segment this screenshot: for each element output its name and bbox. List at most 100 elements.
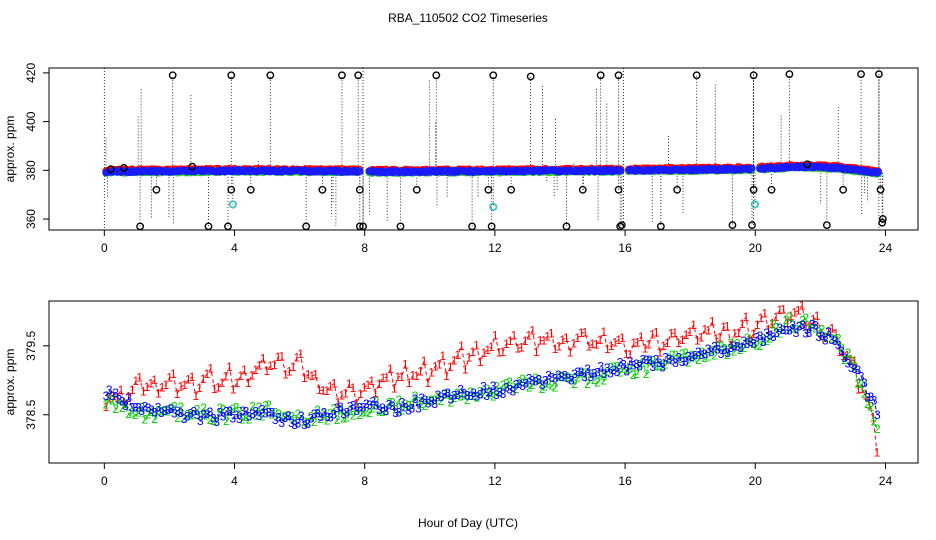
- bottom-series-2-point: 2: [187, 409, 194, 423]
- bottom-series-1-point: 1: [335, 396, 342, 410]
- bottom-series-2-point: 2: [851, 360, 858, 374]
- bottom-series-2-point: 2: [490, 390, 497, 404]
- bottom-series-2-point: 2: [278, 410, 285, 424]
- bottom-series-1-point: 1: [185, 373, 192, 387]
- bottom-series-2-point: 2: [184, 407, 191, 421]
- bottom-series-2-point: 2: [480, 387, 487, 401]
- bottom-series-1-point: 1: [750, 327, 757, 341]
- bottom-series-3-point: 3: [116, 393, 123, 407]
- bottom-series-3-point: 3: [125, 391, 132, 405]
- bottom-series-2-point: 2: [210, 414, 217, 428]
- bottom-series-2-point: 2: [519, 372, 526, 386]
- bottom-series-1-point: 1: [709, 315, 716, 329]
- top-xtick-label: 16: [618, 241, 632, 255]
- bottom-series-2-point: 2: [854, 377, 861, 391]
- top-outlier-point: [878, 215, 887, 223]
- bottom-series-3-point: 3: [555, 368, 562, 382]
- bottom-series-3-point: 3: [747, 335, 754, 349]
- bottom-series-1-point: 1: [312, 368, 319, 382]
- bottom-series-1-point: 1: [361, 380, 368, 394]
- bottom-series-1-point: 1: [207, 362, 214, 376]
- bottom-series-1-point: 1: [286, 364, 293, 378]
- bottom-series-1-point: 1: [477, 355, 484, 369]
- bottom-series-2-point: 2: [858, 377, 865, 391]
- bottom-series-3-point: 3: [304, 417, 311, 431]
- bottom-series-1-point: 1: [638, 330, 645, 344]
- bottom-series-1-point: 1: [342, 386, 349, 400]
- bottom-series-1-point: 1: [245, 376, 252, 390]
- bottom-series-1-line: [105, 304, 878, 453]
- top-xtick-label: 12: [488, 241, 502, 255]
- bottom-series-3-point: 3: [347, 399, 354, 413]
- bottom-series-3-point: 3: [620, 358, 627, 372]
- bottom-series-3-point: 3: [441, 387, 448, 401]
- bottom-series-3-point: 3: [490, 379, 497, 393]
- bottom-series-1-point: 1: [425, 376, 432, 390]
- bottom-series-2-point: 2: [728, 336, 735, 350]
- bottom-series-2-point: 2: [822, 330, 829, 344]
- bottom-xtick-label: 24: [879, 474, 893, 488]
- bottom-series-3-point: 3: [708, 345, 715, 359]
- bottom-series-3-point: 3: [867, 390, 874, 404]
- bottom-series-2-point: 2: [350, 409, 357, 423]
- bottom-series-1-point: 1: [645, 338, 652, 352]
- bottom-series-1-point: 1: [294, 351, 301, 365]
- bottom-series-3-point: 3: [457, 382, 464, 396]
- bottom-series-3-point: 3: [584, 362, 591, 376]
- bottom-series-2-point: 2: [643, 367, 650, 381]
- bottom-series-1-point: 1: [372, 386, 379, 400]
- bottom-series-1-point: 1: [410, 369, 417, 383]
- top-ytick-label: 400: [24, 111, 38, 131]
- top-baseline-point-blue: [873, 169, 881, 177]
- x-axis-label: Hour of Day (UTC): [418, 516, 518, 530]
- bottom-series-1-point: 1: [672, 326, 679, 340]
- bottom-series-3-point: 3: [825, 325, 832, 339]
- bottom-series-2-point: 2: [190, 407, 197, 421]
- bottom-series-3-point: 3: [767, 328, 774, 342]
- top-outlier-point: [822, 221, 831, 230]
- bottom-series-3-point: 3: [350, 398, 357, 412]
- bottom-series-3-point: 3: [272, 413, 279, 427]
- bottom-series-2-point: 2: [737, 343, 744, 357]
- bottom-series-3-point: 3: [640, 353, 647, 367]
- bottom-series-1-point: 1: [556, 339, 563, 353]
- top-outlier-point: [673, 185, 682, 194]
- bottom-series-3-point: 3: [356, 401, 363, 415]
- bottom-series-2-point: 2: [571, 377, 578, 391]
- bottom-series-2-point: 2: [513, 382, 520, 396]
- bottom-series-3-point: 3: [259, 402, 266, 416]
- bottom-series-3-point: 3: [383, 404, 390, 418]
- bottom-series-1-point: 1: [484, 343, 491, 357]
- bottom-series-2-point: 2: [200, 401, 207, 415]
- bottom-series-3-point: 3: [802, 326, 809, 340]
- bottom-series-2-point: 2: [688, 348, 695, 362]
- bottom-series-1-point: 1: [252, 363, 259, 377]
- bottom-series-2-point: 2: [464, 393, 471, 407]
- bottom-series-2-point: 2: [845, 346, 852, 360]
- bottom-series-3-point: 3: [861, 376, 868, 390]
- bottom-series-3-point: 3: [392, 406, 399, 420]
- bottom-series-3-point: 3: [177, 406, 184, 420]
- bottom-series-1-point: 1: [249, 368, 256, 382]
- bottom-series-2-point: 2: [389, 395, 396, 409]
- bottom-series-1-point: 1: [492, 328, 499, 342]
- bottom-series-2-point: 2: [496, 386, 503, 400]
- bottom-series-3-point: 3: [828, 333, 835, 347]
- bottom-series-3-point: 3: [509, 384, 516, 398]
- bottom-series-3-point: 3: [711, 340, 718, 354]
- bottom-series-1-point: 1: [862, 388, 869, 402]
- bottom-series-1-point: 1: [578, 326, 585, 340]
- bottom-series-3-point: 3: [197, 414, 204, 428]
- bottom-series-3-point: 3: [415, 401, 422, 415]
- top-outlier-point: [614, 185, 623, 194]
- bottom-series-3-point: 3: [728, 341, 735, 355]
- top-outlier-point: [749, 71, 758, 80]
- bottom-series-2-point: 2: [526, 381, 533, 395]
- bottom-series-3-point: 3: [373, 398, 380, 412]
- bottom-series-3-point: 3: [623, 365, 630, 379]
- top-outlier-point: [119, 163, 128, 172]
- bottom-series-3-point: 3: [653, 353, 660, 367]
- bottom-series-2-point: 2: [692, 351, 699, 365]
- bottom-series-2-point: 2: [330, 402, 337, 416]
- bottom-series-3-point: 3: [269, 405, 276, 419]
